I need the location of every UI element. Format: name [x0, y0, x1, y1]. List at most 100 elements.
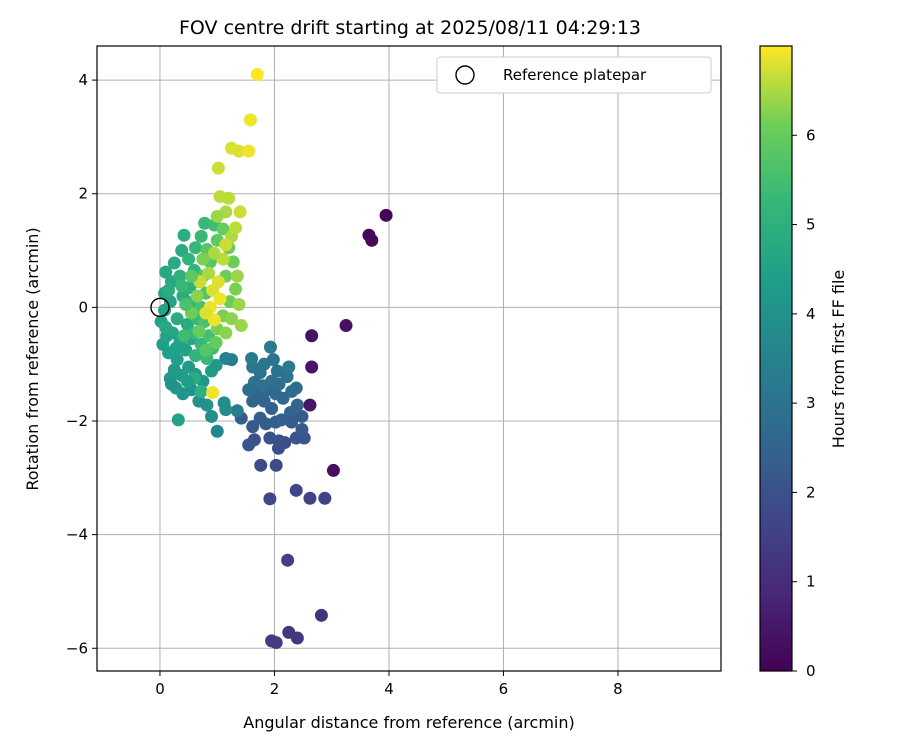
data-point: [210, 209, 224, 223]
data-point: [210, 424, 224, 438]
colorbar-tick-label: 2: [806, 483, 816, 501]
y-tick-label: 0: [78, 298, 88, 316]
data-point: [289, 483, 303, 497]
y-tick-label: −4: [66, 526, 88, 544]
colorbar-ticks: 0 1 2 3 4 5 6: [792, 126, 816, 680]
data-point: [303, 491, 317, 505]
data-point: [222, 191, 236, 205]
data-point: [196, 252, 210, 266]
data-point: [209, 336, 223, 350]
colorbar-tick-label: 4: [806, 305, 816, 323]
data-point: [274, 413, 288, 427]
legend: Reference platepar: [436, 56, 712, 94]
legend-box: [436, 56, 712, 94]
data-point: [173, 269, 187, 283]
data-point: [206, 386, 220, 400]
reference-point: [150, 297, 170, 318]
data-point: [216, 222, 230, 236]
colorbar-tick-label: 3: [806, 394, 816, 412]
y-tick-label: 2: [78, 185, 88, 203]
data-point: [209, 358, 223, 372]
data-point: [198, 216, 212, 230]
data-point: [314, 608, 328, 622]
data-point: [177, 329, 191, 343]
x-axis-label: Angular distance from reference (arcmin): [243, 713, 574, 732]
data-point: [211, 275, 225, 289]
data-point: [226, 255, 240, 269]
data-point: [263, 431, 277, 445]
data-point: [282, 625, 296, 639]
data-point: [170, 312, 184, 326]
data-point: [290, 398, 304, 412]
y-tick-label: 4: [78, 71, 88, 89]
grid-lines: [97, 46, 721, 671]
data-point: [280, 370, 294, 384]
colorbar: 0 1 2 3 4 5 6 Hours from first FF file: [759, 45, 848, 680]
data-point: [269, 636, 283, 650]
data-point: [242, 438, 256, 452]
data-point: [177, 228, 191, 242]
legend-marker: [455, 65, 475, 85]
colorbar-gradient: [759, 45, 793, 672]
data-point: [184, 269, 198, 283]
legend-entry-reference: Reference platepar: [503, 66, 647, 84]
data-point: [254, 458, 268, 472]
colorbar-label: Hours from first FF file: [829, 270, 848, 449]
data-point: [365, 233, 379, 247]
data-point: [281, 553, 295, 567]
data-point: [219, 352, 233, 365]
data-point: [263, 492, 277, 506]
data-point: [219, 326, 233, 340]
data-point: [285, 415, 299, 429]
data-point: [303, 398, 317, 412]
x-tick-label: 0: [155, 680, 165, 698]
data-point: [179, 298, 193, 312]
data-point: [246, 420, 260, 434]
data-point: [295, 409, 309, 423]
y-axis-ticks: −6 −4 −2 0 2 4: [66, 71, 97, 657]
data-point: [232, 144, 246, 158]
data-point: [188, 241, 202, 255]
data-point: [194, 229, 208, 243]
data-point: [162, 283, 176, 297]
data-point: [242, 144, 256, 158]
data-point: [159, 265, 173, 279]
data-point: [339, 319, 353, 333]
data-point: [169, 341, 183, 355]
data-point: [305, 329, 319, 343]
data-point: [234, 319, 248, 333]
data-point: [204, 409, 218, 423]
data-point: [188, 349, 202, 363]
data-point: [219, 238, 233, 252]
data-point: [289, 381, 303, 395]
data-point: [225, 312, 239, 326]
data-point: [229, 282, 243, 296]
plot-area: 0 2 4 6 8 −6 −4 −2 0 2 4: [66, 45, 722, 698]
data-point: [229, 221, 243, 235]
data-point: [192, 324, 206, 338]
x-tick-label: 2: [270, 680, 280, 698]
data-point: [245, 352, 259, 365]
data-point: [379, 208, 393, 222]
data-point: [242, 383, 256, 397]
x-tick-label: 4: [384, 680, 394, 698]
data-point: [243, 113, 257, 127]
y-tick-label: −2: [66, 412, 88, 430]
data-point: [269, 458, 283, 472]
data-point: [202, 266, 216, 280]
data-point: [270, 364, 284, 378]
colorbar-tick-label: 5: [806, 216, 816, 234]
data-point: [171, 413, 185, 427]
data-point: [295, 423, 309, 437]
y-tick-label: −6: [66, 639, 88, 657]
x-tick-label: 6: [499, 680, 509, 698]
data-point: [230, 404, 244, 418]
data-point: [259, 417, 273, 431]
data-point: [190, 289, 204, 303]
data-point: [219, 403, 233, 417]
data-points: [154, 67, 393, 650]
plot-frame: [96, 45, 722, 672]
data-point: [232, 298, 246, 312]
data-point: [180, 374, 194, 388]
